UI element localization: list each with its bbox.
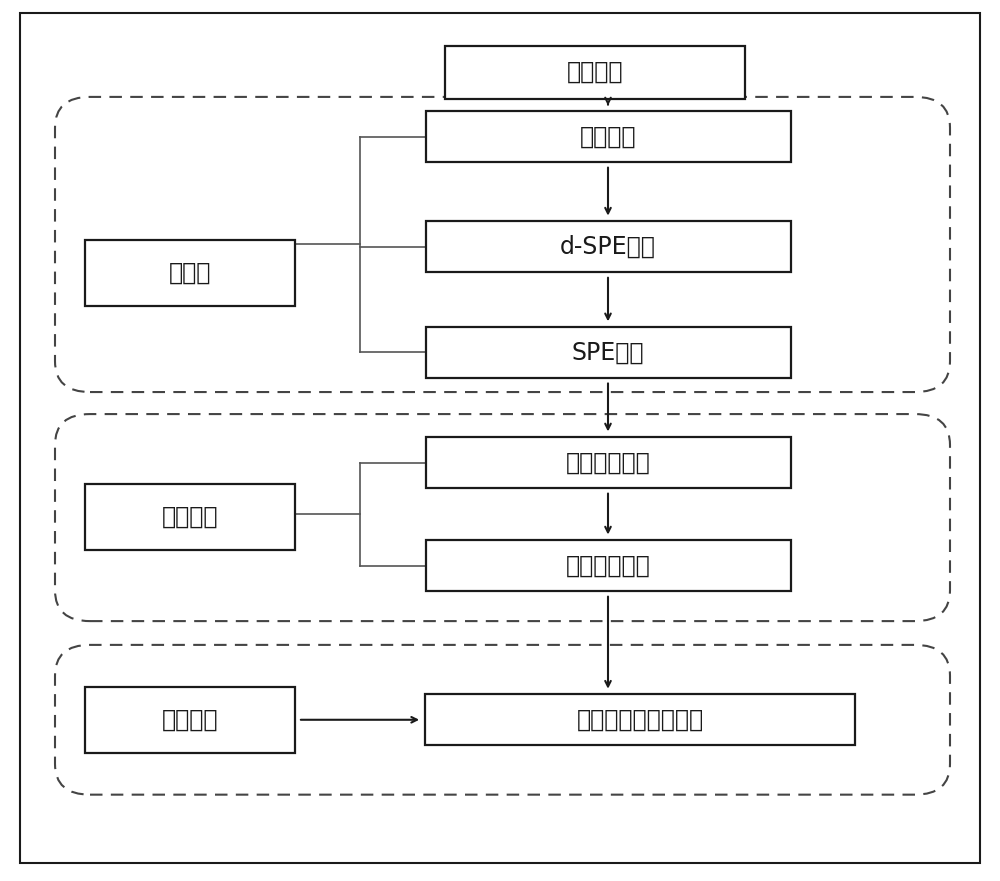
FancyBboxPatch shape (426, 437, 790, 488)
FancyBboxPatch shape (85, 485, 295, 550)
FancyBboxPatch shape (426, 540, 790, 591)
FancyBboxPatch shape (85, 687, 295, 752)
Text: 仪器分析: 仪器分析 (162, 505, 218, 529)
Text: d-SPE除脂: d-SPE除脂 (560, 234, 656, 259)
Text: 优化仪器参数: 优化仪器参数 (566, 450, 650, 475)
FancyBboxPatch shape (445, 46, 745, 99)
Text: 暴露评估: 暴露评估 (162, 707, 218, 732)
FancyBboxPatch shape (425, 694, 855, 745)
Text: 联合定量检测: 联合定量检测 (566, 553, 650, 578)
Text: 固相萃取: 固相萃取 (580, 124, 636, 149)
FancyBboxPatch shape (426, 327, 790, 378)
Text: 鸡蛋样品: 鸡蛋样品 (567, 60, 623, 85)
FancyBboxPatch shape (85, 241, 295, 307)
Text: 估算人群摄食暴露量: 估算人群摄食暴露量 (576, 707, 704, 732)
FancyBboxPatch shape (426, 111, 790, 162)
FancyBboxPatch shape (426, 221, 790, 272)
Text: SPE净化: SPE净化 (572, 340, 644, 365)
Text: 前处理: 前处理 (169, 261, 211, 285)
